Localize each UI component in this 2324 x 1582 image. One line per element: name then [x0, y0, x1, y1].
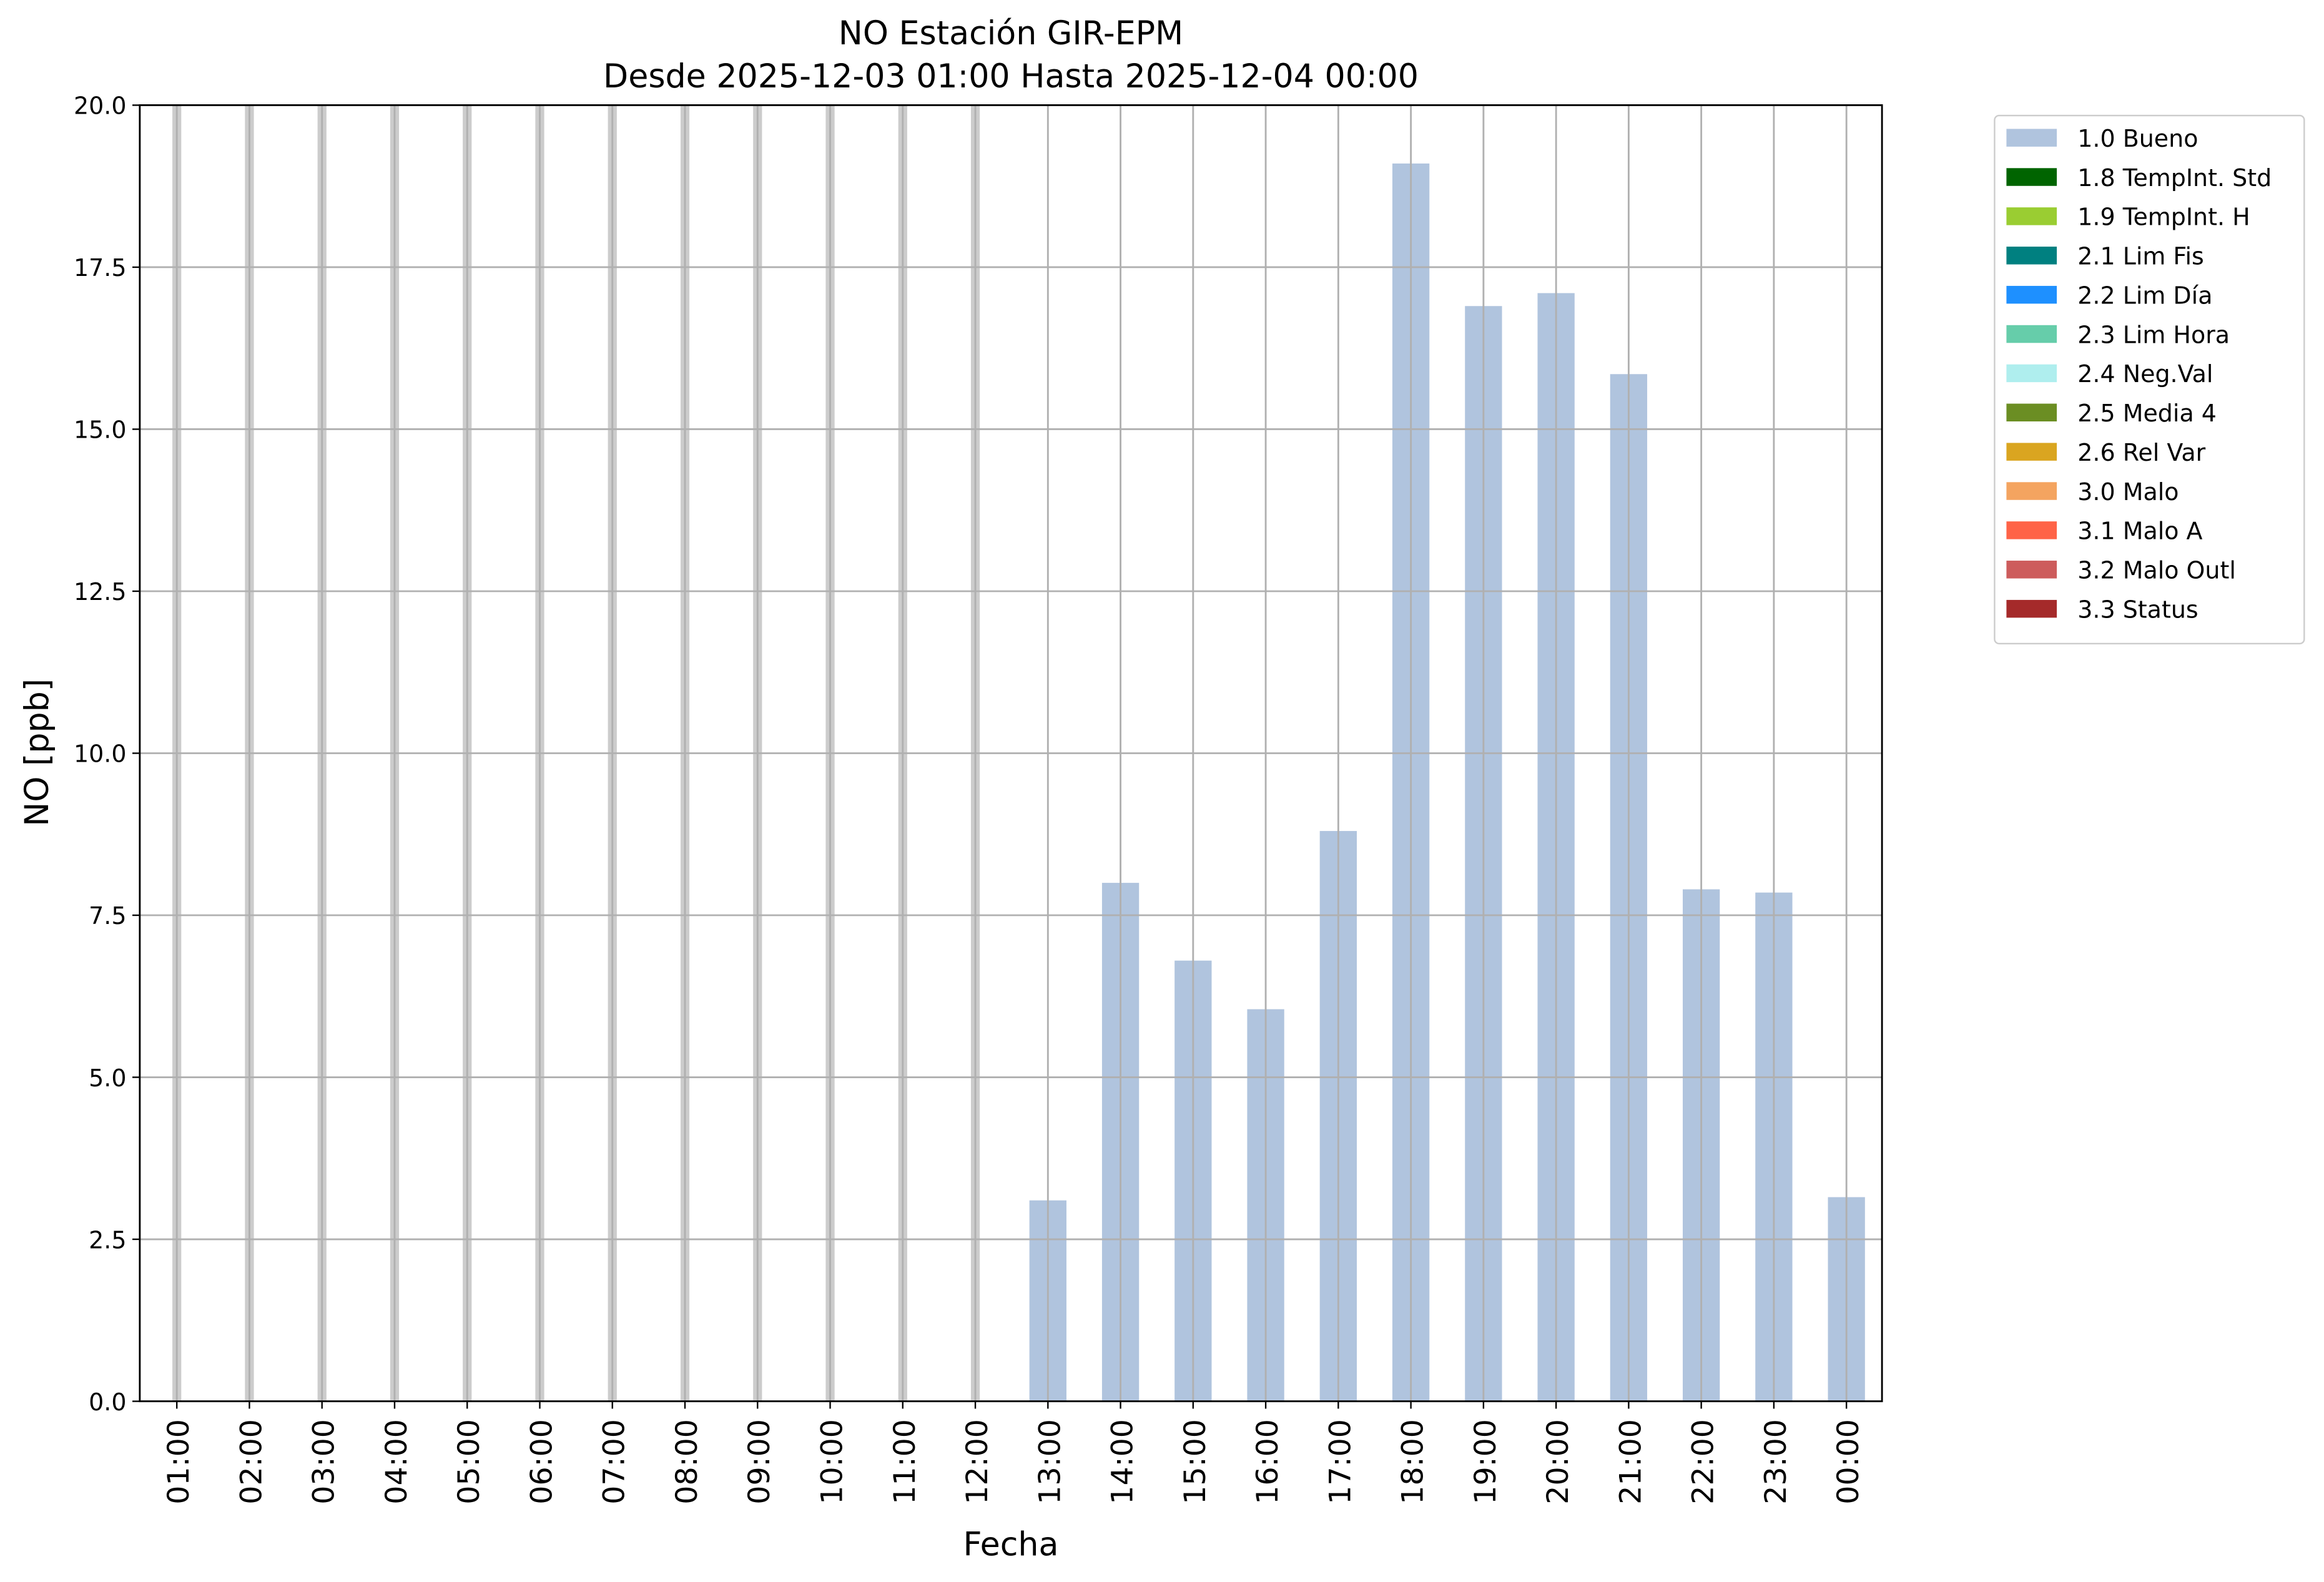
x-tick-label: 06:00: [524, 1419, 559, 1505]
x-tick-label: 11:00: [888, 1419, 922, 1505]
y-axis-label: NO [ppb]: [19, 679, 56, 827]
legend-label: 3.2 Malo Outl: [2077, 557, 2236, 584]
x-tick-label: 18:00: [1396, 1419, 1430, 1505]
legend-label: 1.0 Bueno: [2077, 125, 2198, 152]
x-tick-label: 00:00: [1831, 1419, 1866, 1505]
legend-label: 1.8 TempInt. Std: [2077, 164, 2272, 192]
x-tick-label: 07:00: [598, 1419, 632, 1505]
legend-swatch: [2006, 207, 2057, 225]
y-tick-label: 7.5: [89, 902, 126, 930]
legend-swatch: [2006, 247, 2057, 265]
x-tick-label: 05:00: [452, 1419, 486, 1505]
x-tick-label: 16:00: [1251, 1419, 1285, 1505]
y-tick-label: 15.0: [74, 416, 127, 444]
x-tick-label: 04:00: [380, 1419, 414, 1505]
legend-label: 2.5 Media 4: [2077, 400, 2217, 427]
x-tick-label: 17:00: [1323, 1419, 1357, 1505]
x-tick-label: 15:00: [1178, 1419, 1213, 1505]
y-tick-label: 0.0: [89, 1388, 126, 1416]
legend-swatch: [2006, 168, 2057, 186]
legend-label: 3.3 Status: [2077, 596, 2198, 623]
legend-swatch: [2006, 599, 2057, 618]
legend-swatch: [2006, 443, 2057, 461]
legend-swatch: [2006, 403, 2057, 422]
x-tick-label: 20:00: [1541, 1419, 1575, 1505]
legend-label: 2.2 Lim Día: [2077, 282, 2212, 309]
legend-swatch: [2006, 325, 2057, 343]
legend-frame: [1994, 114, 2305, 645]
y-tick-label: 5.0: [89, 1064, 126, 1092]
x-tick-label: 01:00: [162, 1419, 196, 1505]
legend-label: 3.0 Malo: [2077, 478, 2179, 506]
y-tick-label: 10.0: [74, 740, 127, 768]
x-tick-label: 14:00: [1106, 1419, 1140, 1505]
x-tick-label: 12:00: [960, 1419, 995, 1505]
x-tick-label: 21:00: [1613, 1419, 1648, 1505]
legend-label: 1.9 TempInt. H: [2077, 204, 2250, 231]
legend-label: 3.1 Malo A: [2077, 518, 2202, 545]
legend-label: 2.1 Lim Fis: [2077, 243, 2204, 270]
legend-label: 2.4 Neg.Val: [2077, 360, 2213, 388]
x-tick-label: 19:00: [1469, 1419, 1503, 1505]
legend: 1.0 Bueno 1.8 TempInt. Std 1.9 TempInt. H 2…: [1994, 114, 2305, 645]
legend-label: 2.6 Rel Var: [2077, 439, 2205, 466]
chart-title: NO Estación GIR-EPM: [839, 15, 1183, 52]
chart-subtitle: Desde 2025-12-03 01:00 Hasta 2025-12-04 …: [603, 58, 1419, 96]
y-tick-label: 17.5: [74, 254, 127, 282]
plot-frame: [139, 104, 1883, 1402]
legend-swatch: [2006, 482, 2057, 500]
x-tick-label: 23:00: [1759, 1419, 1793, 1505]
legend-label: 2.3 Lim Hora: [2077, 321, 2230, 348]
x-tick-label: 03:00: [307, 1419, 342, 1505]
x-tick-label: 08:00: [670, 1419, 704, 1505]
x-tick-label: 02:00: [234, 1419, 268, 1505]
x-tick-label: 22:00: [1686, 1419, 1721, 1505]
legend-swatch: [2006, 561, 2057, 579]
y-tick-label: 20.0: [74, 92, 127, 120]
x-axis-label: Fecha: [963, 1526, 1058, 1563]
legend-swatch: [2006, 364, 2057, 383]
x-tick-label: 10:00: [815, 1419, 850, 1505]
y-tick-label: 2.5: [89, 1226, 126, 1254]
legend-swatch: [2006, 285, 2057, 304]
y-tick-label: 12.5: [74, 578, 127, 606]
legend-swatch: [2006, 521, 2057, 539]
legend-swatch: [2006, 129, 2057, 147]
x-tick-label: 13:00: [1033, 1419, 1067, 1505]
plot-area: 0.0 2.5 5.0 7.5 10.0 12.5 15.0 17.5 20.0 01:00 02:…: [74, 92, 1883, 1505]
x-tick-label: 09:00: [742, 1419, 777, 1505]
